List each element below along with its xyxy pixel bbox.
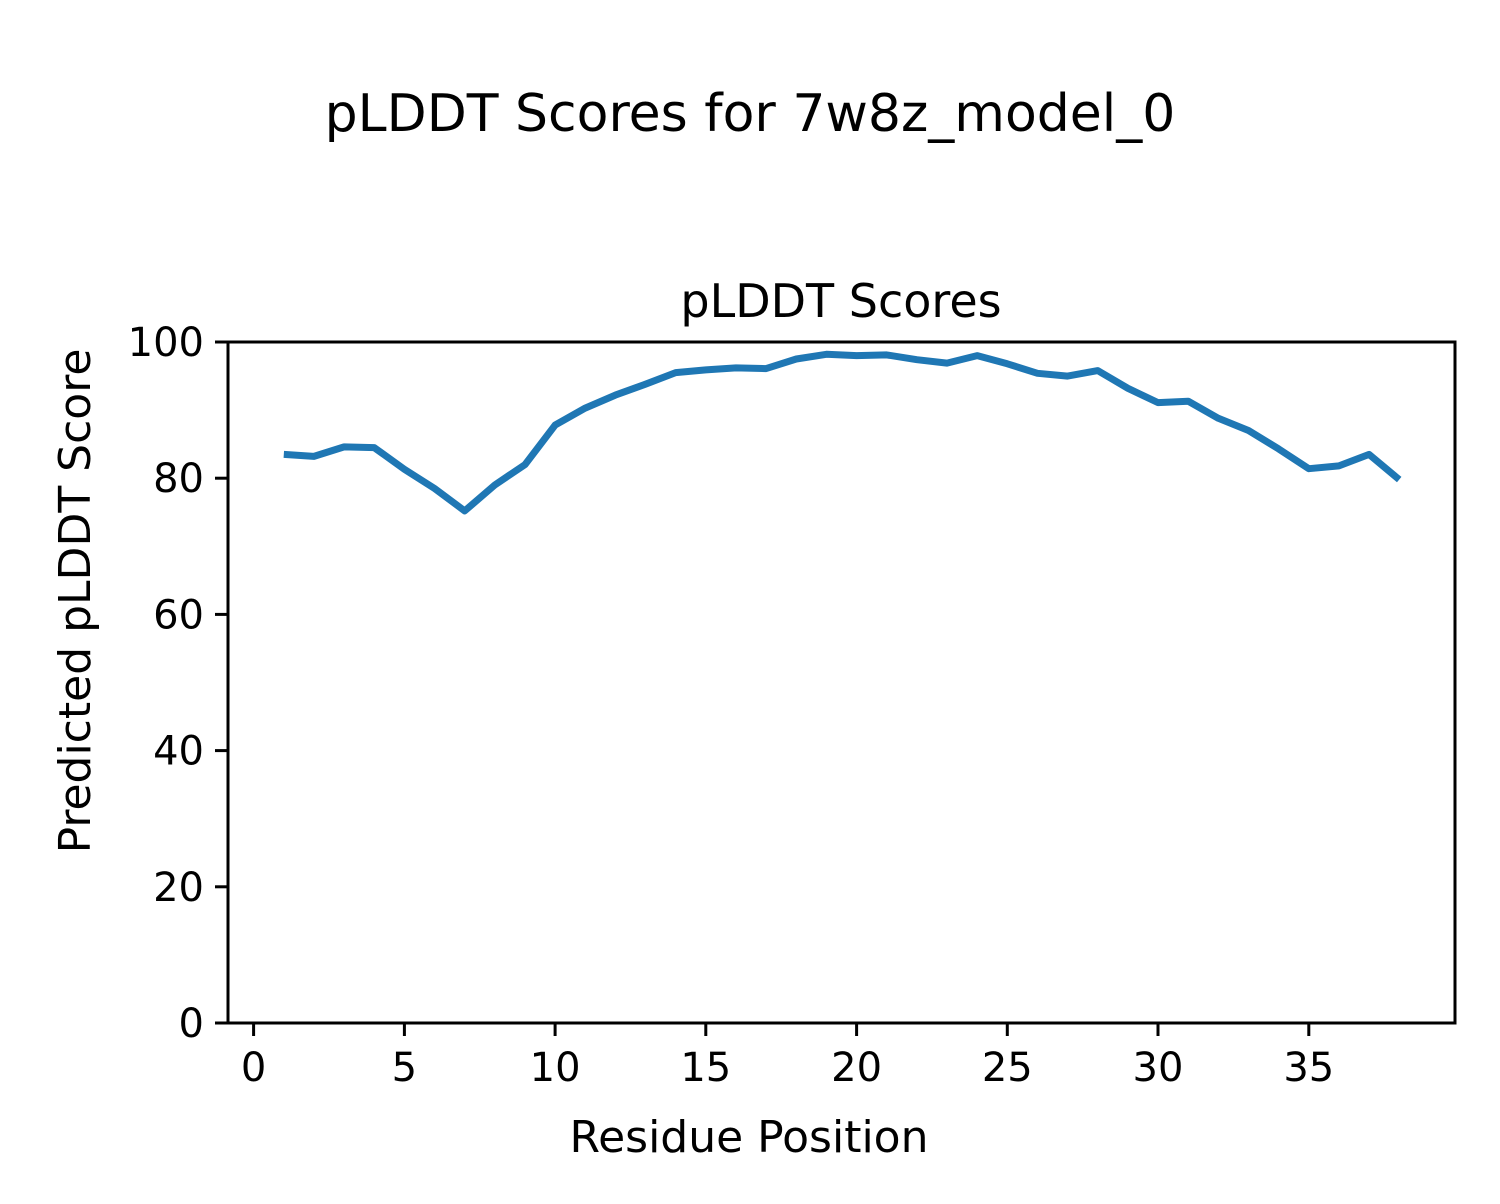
y-tick-label: 80	[153, 456, 204, 502]
y-axis-label: Predicted pLDDT Score	[50, 349, 101, 854]
x-tick-label: 5	[392, 1045, 417, 1091]
x-tick-label: 25	[982, 1045, 1033, 1091]
x-axis-label: Residue Position	[569, 1112, 928, 1163]
x-tick-label: 35	[1283, 1045, 1334, 1091]
x-tick-label: 20	[831, 1045, 882, 1091]
y-axis-ticks: 0 20 40 60 80 100	[128, 320, 228, 1047]
y-tick-label: 0	[179, 1001, 204, 1047]
figure-title: pLDDT Scores for 7w8z_model_0	[325, 84, 1176, 144]
x-tick-label: 10	[530, 1045, 581, 1091]
x-tick-label: 30	[1133, 1045, 1184, 1091]
y-tick-label: 60	[153, 592, 204, 638]
x-tick-label: 15	[680, 1045, 731, 1091]
y-tick-label: 100	[128, 320, 204, 366]
plddt-line	[283, 350, 1402, 515]
x-tick-label: 0	[241, 1045, 266, 1091]
x-axis-ticks: 0 5 10 15 20 25 30 35	[241, 1023, 1334, 1091]
y-tick-label: 40	[153, 729, 204, 775]
plot-border	[226, 340, 1457, 1025]
y-tick-label: 20	[153, 865, 204, 911]
axes-title: pLDDT Scores	[680, 274, 1001, 328]
